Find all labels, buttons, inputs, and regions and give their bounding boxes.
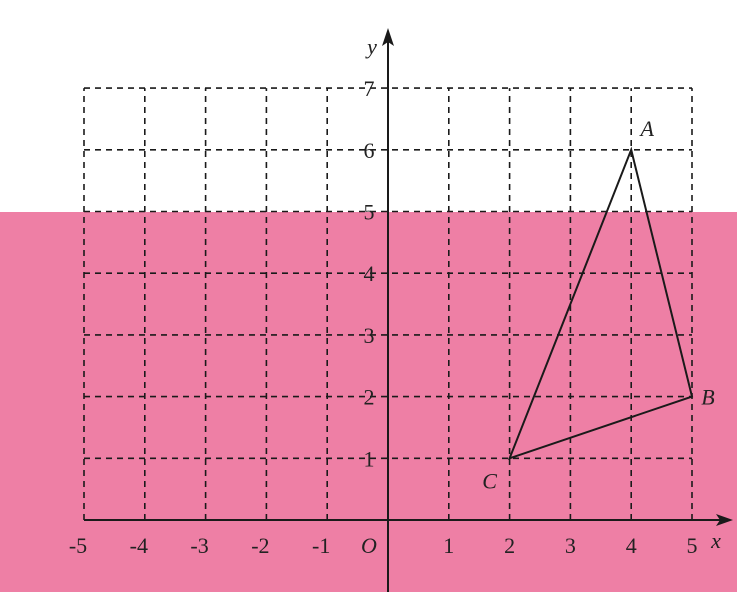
x-tick-label: 3 — [565, 533, 576, 558]
x-tick-label: -1 — [312, 533, 330, 558]
vertex-label-c: C — [482, 468, 497, 493]
y-tick-label: 6 — [364, 138, 375, 163]
y-tick-label: 2 — [364, 385, 375, 410]
triangle-abc — [507, 146, 694, 460]
vertex-label-a: A — [638, 116, 654, 141]
x-tick-label: 5 — [687, 533, 698, 558]
y-tick-label: 3 — [364, 323, 375, 348]
x-tick-label: -4 — [130, 533, 148, 558]
y-axis-arrow-icon — [382, 28, 394, 46]
x-tick-label: -2 — [251, 533, 269, 558]
x-axis-arrow-icon — [716, 514, 733, 526]
x-tick-label: 4 — [626, 533, 637, 558]
x-tick-label: 2 — [504, 533, 515, 558]
x-axis-label: x — [710, 528, 721, 553]
x-tick-label: -3 — [190, 533, 208, 558]
y-tick-label: 1 — [364, 446, 375, 471]
y-tick-label: 5 — [364, 200, 375, 225]
x-tick-label: 1 — [443, 533, 454, 558]
x-tick-label: -5 — [69, 533, 87, 558]
y-tick-label: 7 — [364, 76, 375, 101]
y-tick-label: 4 — [364, 261, 375, 286]
vertex-label-b: B — [701, 385, 714, 410]
y-axis-label: y — [365, 34, 377, 59]
pink-shaded-band — [0, 211, 737, 592]
origin-label: O — [361, 533, 377, 558]
